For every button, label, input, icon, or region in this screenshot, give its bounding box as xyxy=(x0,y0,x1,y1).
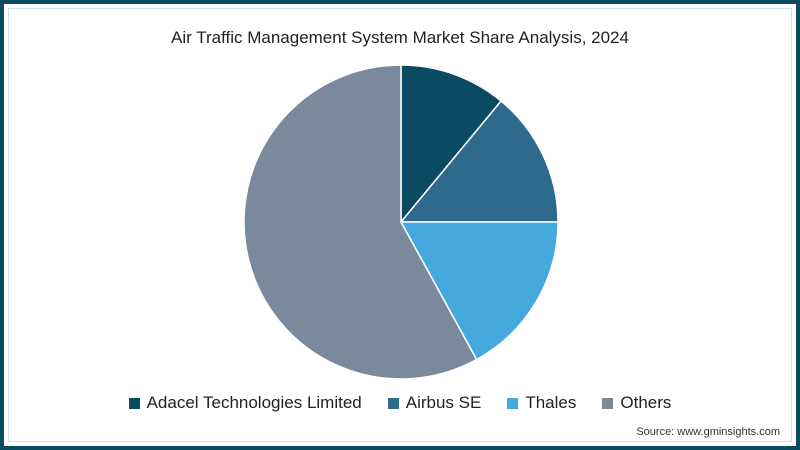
pie-slice-others xyxy=(243,64,478,380)
legend-swatch xyxy=(602,397,614,409)
legend-swatch xyxy=(128,397,140,409)
legend-label: Airbus SE xyxy=(405,393,482,412)
legend-swatch xyxy=(507,397,519,409)
inner-border xyxy=(8,8,792,442)
pie-slice-thales xyxy=(399,221,559,361)
legend-label: Adacel Technologies Limited xyxy=(146,393,362,412)
source-note: Source: www.gminsights.com xyxy=(636,426,780,438)
pie-slices xyxy=(243,64,559,380)
legend-item-adacel: Adacel Technologies Limited xyxy=(128,393,362,413)
legend-label: Others xyxy=(620,393,672,412)
legend-swatch xyxy=(387,397,399,409)
chart-title: Air Traffic Management System Market Sha… xyxy=(171,28,629,47)
legend-item-airbus: Airbus SE xyxy=(387,393,482,413)
pie-slice-adacel-technologies-limited xyxy=(400,64,503,225)
legend: Adacel Technologies Limited Airbus SE Th… xyxy=(0,393,800,413)
pie-slice-airbus-se xyxy=(399,99,559,223)
legend-label: Thales xyxy=(525,393,577,412)
legend-item-others: Others xyxy=(602,393,671,413)
legend-item-thales: Thales xyxy=(507,393,576,413)
